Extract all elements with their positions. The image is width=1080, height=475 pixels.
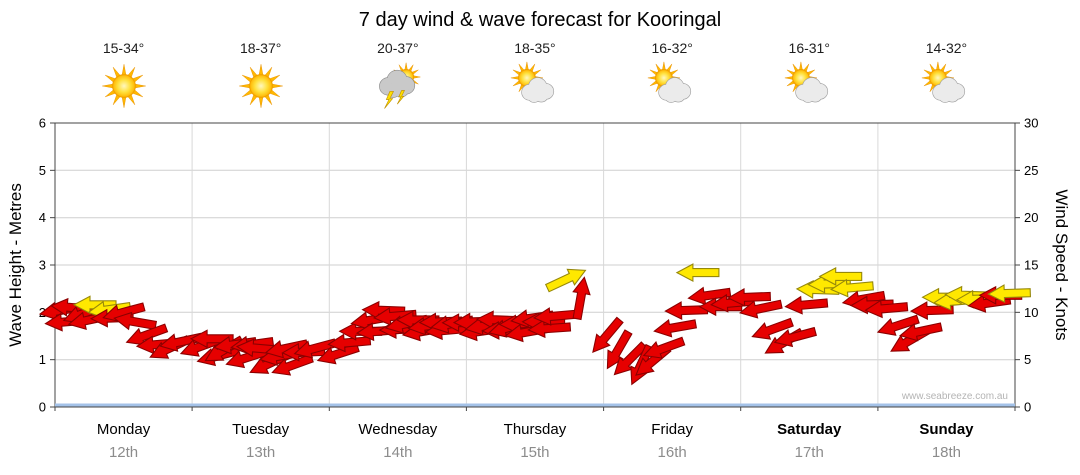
wind-arrow [653, 319, 698, 338]
left-tick-label: 6 [39, 116, 46, 131]
weather-icon-sun-cloud [922, 61, 966, 103]
right-tick-label: 5 [1024, 352, 1031, 367]
right-tick-label: 0 [1024, 400, 1031, 415]
day-forecast: 16-32° [604, 40, 741, 113]
right-tick-label: 15 [1024, 258, 1038, 273]
wind-arrow [113, 311, 158, 331]
wind-arrow [864, 299, 909, 319]
day-date: 18th [931, 444, 962, 461]
weather-icon-storm [378, 62, 421, 109]
day-temp: 18-35° [514, 40, 556, 56]
day-forecast: 16-31° [741, 40, 878, 113]
day-forecast: 14-32° [878, 40, 1015, 113]
wind-arrow [773, 326, 817, 348]
wind-arrow [642, 336, 686, 359]
left-axis-title: Wave Height - Metres [6, 183, 25, 347]
left-tick-label: 3 [39, 258, 46, 273]
wind-arrow [572, 276, 591, 321]
wind-arrow [544, 268, 587, 293]
wind-arrow [899, 322, 943, 342]
day-name: Sunday [919, 421, 974, 438]
day-temp: 18-37° [239, 40, 282, 56]
wind-arrow [592, 316, 624, 353]
day-date: 15th [520, 444, 550, 461]
wind-arrow [189, 329, 234, 349]
weather-icon-sun-cloud [785, 61, 829, 103]
right-axis-title: Wind Speed - Knots [1052, 189, 1071, 341]
wind-arrow [739, 299, 783, 319]
day-date: 14th [383, 444, 413, 461]
right-tick-label: 20 [1024, 210, 1038, 225]
day-date: 13th [246, 444, 276, 461]
wind-arrow [532, 307, 577, 326]
day-forecast: 18-35° [466, 40, 603, 113]
left-tick-label: 1 [39, 352, 46, 367]
day-temp: 16-31° [788, 40, 830, 56]
day-date: 17th [794, 444, 824, 461]
left-tick-label: 0 [39, 400, 46, 415]
right-tick-label: 25 [1024, 163, 1038, 178]
day-name: Wednesday [358, 421, 438, 438]
wind-arrow [527, 319, 572, 339]
weather-icon-sunny [101, 64, 146, 108]
day-date: 12th [108, 444, 139, 461]
left-tick-label: 4 [39, 210, 46, 225]
day-name: Monday [96, 421, 151, 438]
day-temp: 20-37° [377, 40, 419, 56]
wind-arrow [727, 287, 771, 307]
day-temp: 16-32° [651, 40, 693, 56]
weather-icon-sunny [238, 64, 283, 108]
wind-arrow [72, 295, 117, 315]
day-temp: 15-34° [102, 40, 145, 56]
day-forecast: 18-37° [192, 40, 329, 113]
left-tick-label: 5 [39, 163, 46, 178]
wind-arrow [372, 307, 417, 326]
day-name: Tuesday [232, 421, 290, 438]
wind-arrow [784, 295, 829, 315]
weather-icon-sun-cloud [510, 61, 555, 103]
day-name: Thursday [503, 421, 567, 438]
wind-arrow [818, 266, 863, 286]
wind-arrow [751, 317, 794, 340]
page-title: 7 day wind & wave forecast for Kooringal [358, 9, 722, 31]
wind-arrow [125, 323, 169, 346]
wind-arrow [830, 278, 874, 298]
right-tick-label: 10 [1024, 305, 1038, 320]
day-date: 16th [657, 444, 687, 461]
wind-arrow [675, 263, 720, 283]
wind-arrow [876, 314, 920, 336]
wind-arrow [613, 341, 648, 376]
wind-arrow [664, 301, 709, 320]
wind-arrow [159, 332, 203, 352]
day-forecast: 15-34° [55, 40, 192, 113]
wind-arrow [987, 284, 1031, 303]
day-temp: 14-32° [925, 40, 968, 56]
day-name: Saturday [777, 421, 842, 438]
wind-arrow [687, 286, 732, 306]
right-tick-label: 30 [1024, 116, 1038, 131]
watermark: www.seabreeze.com.au [901, 391, 1008, 402]
day-forecast: 20-37° [329, 40, 466, 113]
weather-icon-sun-cloud [647, 61, 692, 103]
day-name: Friday [651, 421, 693, 438]
wind-arrow [293, 338, 337, 359]
